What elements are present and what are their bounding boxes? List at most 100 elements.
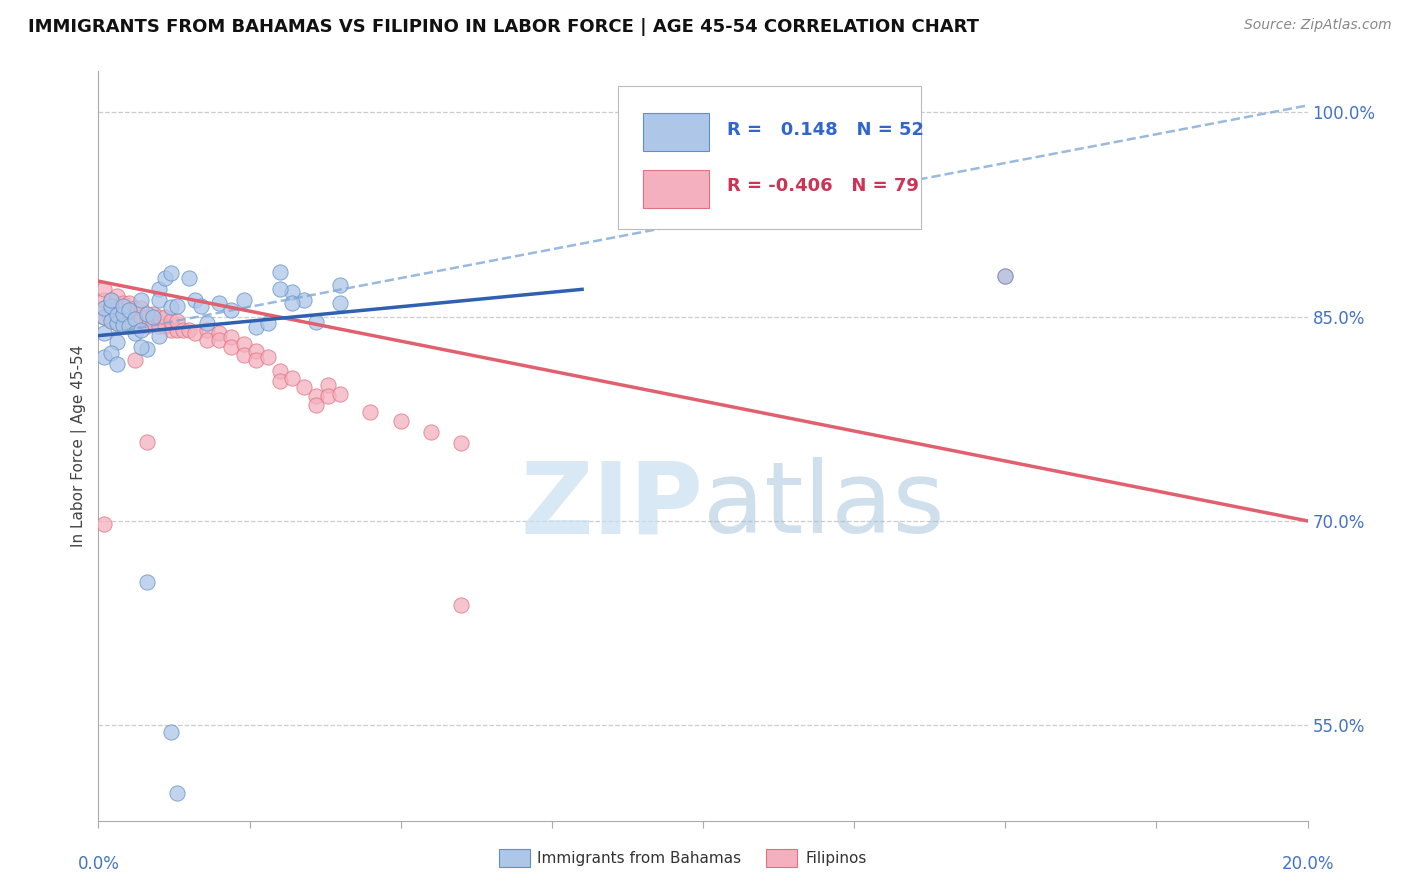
Point (118, 296, 141, 310)
Point (221, 340, 243, 354)
Text: R =   0.148   N = 52: R = 0.148 N = 52 (727, 120, 924, 138)
Point (166, 786, 188, 800)
Point (389, 415, 412, 429)
Point (111, 299, 134, 313)
Point (305, 388, 328, 402)
Text: Filipinos: Filipinos (806, 851, 868, 865)
Point (124, 301, 146, 316)
Point (269, 374, 291, 388)
Point (281, 371, 304, 385)
Point (994, 268, 1017, 283)
Point (148, 282, 170, 296)
Point (93, 282, 115, 296)
Point (305, 398, 328, 412)
Point (118, 313, 141, 327)
Point (105, 307, 128, 321)
Point (142, 307, 165, 321)
Point (994, 268, 1017, 283)
Point (93, 301, 115, 316)
Point (256, 351, 278, 365)
Text: atlas: atlas (703, 458, 945, 555)
Point (179, 271, 201, 285)
Point (450, 436, 472, 450)
Point (105, 308, 128, 322)
Point (148, 310, 170, 324)
Point (100, 293, 122, 308)
Point (129, 310, 152, 324)
Point (111, 318, 134, 332)
Text: R = -0.406   N = 79: R = -0.406 N = 79 (727, 177, 920, 194)
Point (153, 271, 176, 285)
Point (148, 293, 170, 308)
Point (316, 377, 339, 392)
Point (420, 425, 443, 440)
Point (100, 312, 122, 326)
Point (208, 296, 231, 310)
Text: ZIP: ZIP (520, 458, 703, 555)
Point (329, 278, 352, 293)
Point (111, 307, 134, 321)
Point (269, 265, 291, 279)
Point (105, 357, 128, 371)
Point (105, 289, 128, 303)
Point (269, 282, 291, 296)
Point (142, 317, 165, 331)
Point (129, 293, 152, 308)
Point (208, 326, 231, 340)
Point (160, 323, 183, 337)
Point (153, 310, 176, 324)
Point (329, 387, 352, 401)
Point (124, 353, 146, 368)
Point (124, 319, 146, 334)
Y-axis label: In Labor Force | Age 45-54: In Labor Force | Age 45-54 (72, 345, 87, 547)
Point (148, 319, 170, 334)
Point (281, 296, 304, 310)
Point (195, 317, 218, 331)
Text: Source: ZipAtlas.com: Source: ZipAtlas.com (1244, 18, 1392, 32)
Point (160, 313, 183, 327)
FancyBboxPatch shape (619, 87, 921, 228)
Point (281, 285, 304, 299)
Point (208, 333, 231, 347)
Point (142, 310, 165, 324)
Point (118, 319, 141, 334)
Point (135, 307, 157, 321)
Point (292, 380, 315, 394)
Point (93, 326, 115, 340)
Point (148, 328, 170, 343)
Point (93, 310, 115, 324)
Point (166, 299, 188, 313)
Point (190, 299, 212, 313)
Point (195, 333, 218, 347)
Point (184, 326, 207, 340)
Point (160, 266, 183, 280)
Point (135, 319, 157, 334)
Point (100, 346, 122, 360)
Point (245, 343, 267, 358)
Point (269, 364, 291, 378)
Point (129, 340, 152, 354)
Point (450, 599, 472, 613)
Point (111, 317, 134, 331)
Point (118, 305, 141, 319)
Point (172, 323, 194, 337)
Point (292, 293, 315, 308)
Point (153, 319, 176, 334)
Point (232, 336, 254, 351)
Point (93, 301, 115, 316)
Point (221, 302, 243, 317)
Point (245, 320, 267, 334)
Point (129, 301, 152, 316)
Text: Immigrants from Bahamas: Immigrants from Bahamas (537, 851, 741, 865)
Point (135, 575, 157, 590)
Point (166, 313, 188, 327)
Point (111, 296, 134, 310)
Point (93, 310, 115, 324)
Point (129, 319, 152, 334)
Point (129, 323, 152, 337)
Bar (643, 113, 709, 151)
Point (135, 343, 157, 357)
Point (100, 299, 122, 313)
Point (111, 307, 134, 321)
Point (135, 310, 157, 324)
